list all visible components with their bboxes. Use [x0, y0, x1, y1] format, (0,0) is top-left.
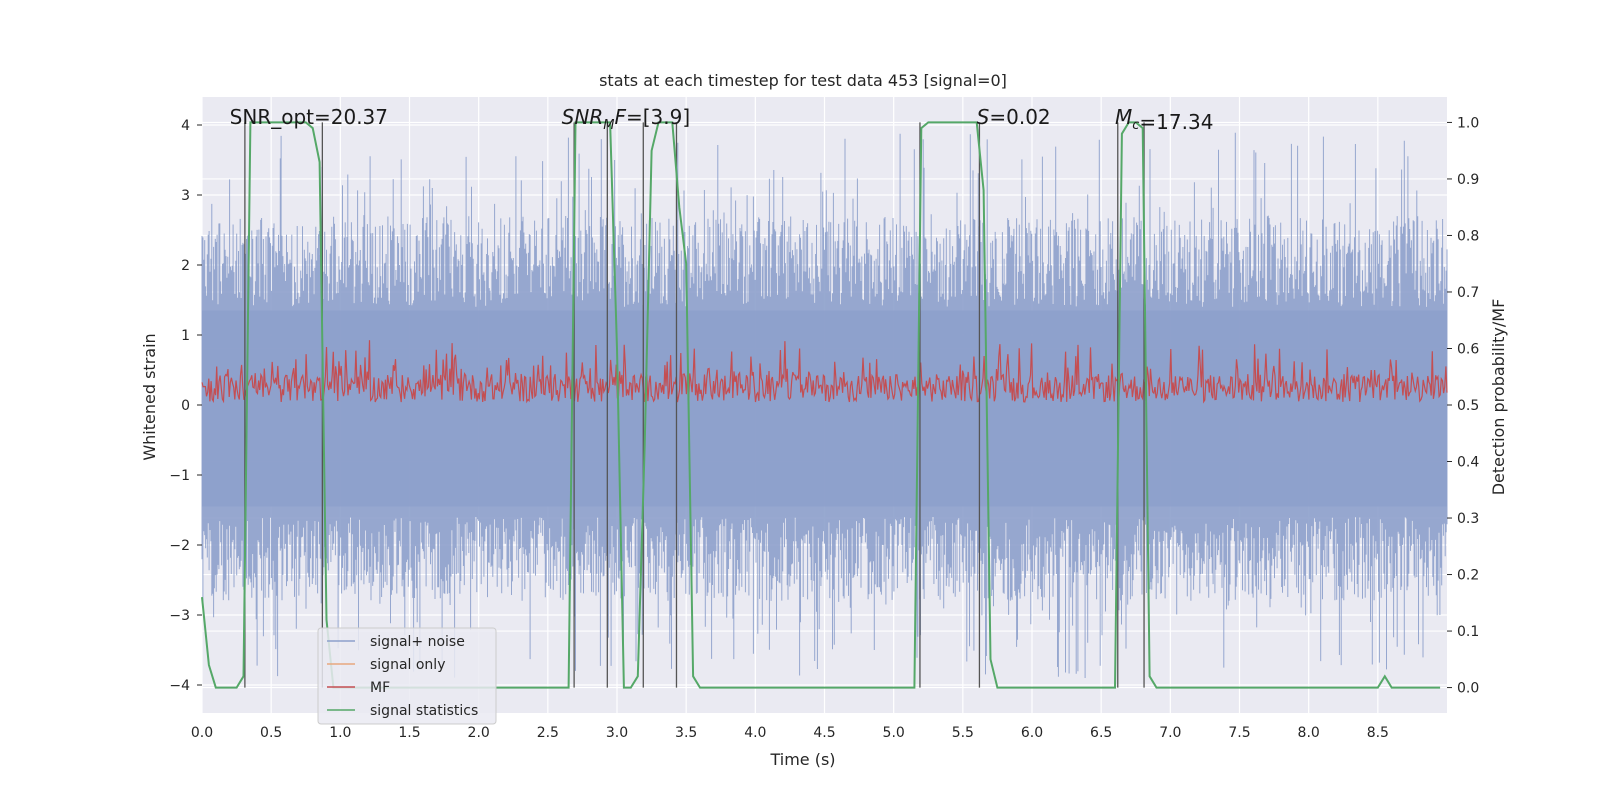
x-tick-label: 5.0	[883, 725, 905, 741]
x-tick-label: 8.5	[1367, 725, 1389, 741]
legend-box	[317, 627, 497, 725]
mf-line	[201, 340, 1448, 404]
y-right-tick-label: 1.0	[1457, 115, 1479, 131]
y-right-tick-label: 0.0	[1457, 681, 1479, 697]
y-tick-label: −4	[169, 678, 190, 694]
y-right-tick-label: 0.7	[1457, 285, 1479, 301]
legend-label-signal-only: signal only	[370, 657, 445, 673]
y-right-tick-label: 0.4	[1457, 455, 1479, 471]
x-tick-label: 2.5	[537, 725, 559, 741]
x-tick-label: 6.5	[1090, 725, 1112, 741]
signal-statistics-line	[201, 121, 1441, 689]
x-tick-label: 2.0	[468, 725, 490, 741]
y-right-tick-label: 0.2	[1457, 568, 1479, 584]
x-tick-label: 6.0	[1021, 725, 1043, 741]
annotation: Mc=17.34	[1115, 105, 1213, 134]
y-right-tick-label: 0.3	[1457, 511, 1479, 527]
x-tick-label: 1.5	[398, 725, 420, 741]
y-axis-right-ticks: 1.0 0.9 0.8 0.7 0.6 0.5 0.4 0.3 0.2 0.1 0.0	[1447, 115, 1479, 697]
y-right-tick-label: 0.8	[1457, 228, 1479, 244]
y-tick-label: −2	[169, 538, 190, 554]
y-axis-right-label: Detection probability/MF	[1489, 299, 1508, 496]
x-tick-label: 3.0	[606, 725, 628, 741]
x-tick-label: 8.0	[1298, 725, 1320, 741]
x-tick-label: 7.5	[1228, 725, 1250, 741]
y-tick-label: −3	[169, 608, 190, 624]
x-tick-label: 0.5	[260, 725, 282, 741]
signal-statistics-series	[201, 121, 1441, 689]
y-right-tick-label: 0.9	[1457, 172, 1479, 188]
y-tick-label: 0	[181, 398, 190, 414]
legend-label-signal-statistics: signal statistics	[370, 703, 478, 719]
x-tick-label: 4.5	[813, 725, 835, 741]
annotation: SNRMF=[3.9]	[562, 105, 690, 133]
y-tick-label: −1	[169, 468, 190, 484]
annotation: SNR_opt=20.37	[230, 105, 388, 129]
y-tick-label: 3	[181, 188, 190, 204]
y-axis-label: Whitened strain	[140, 333, 159, 460]
x-tick-label: 0.0	[191, 725, 213, 741]
y-right-tick-label: 0.5	[1457, 398, 1479, 414]
mf-series	[201, 340, 1448, 404]
x-tick-label: 4.0	[744, 725, 766, 741]
x-axis-ticks: 0.0 0.5 1.0 1.5 2.0 2.5 3.0 3.5 4.0 4.5 5.0 5.5 6.0 6…	[191, 725, 1389, 741]
legend: signal+ noise signal only MF signal stat…	[317, 627, 497, 725]
x-tick-label: 7.0	[1159, 725, 1181, 741]
signal-noise-series	[201, 132, 1448, 678]
annotation: S=0.02	[977, 105, 1051, 129]
legend-label-signal-noise: signal+ noise	[370, 634, 465, 650]
annotations: SNR_opt=20.37 SNRMF=[3.9] S=0.02 Mc=17.34	[230, 105, 1214, 134]
x-axis-label: Time (s)	[769, 750, 835, 769]
y-tick-label: 2	[181, 258, 190, 274]
y-right-tick-label: 0.6	[1457, 341, 1479, 357]
y-tick-label: 4	[181, 118, 190, 134]
x-tick-label: 1.0	[329, 725, 351, 741]
legend-label-mf: MF	[370, 680, 390, 696]
y-axis-ticks: 4 3 2 1 0 −1 −2 −3 −4	[169, 118, 202, 694]
chart-title: stats at each timestep for test data 453…	[599, 71, 1007, 90]
x-tick-label: 5.5	[952, 725, 974, 741]
y-tick-label: 1	[181, 328, 190, 344]
x-tick-label: 3.5	[675, 725, 697, 741]
y-right-tick-label: 0.1	[1457, 624, 1479, 640]
